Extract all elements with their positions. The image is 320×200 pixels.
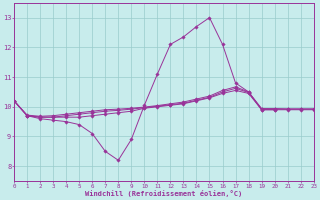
X-axis label: Windchill (Refroidissement éolien,°C): Windchill (Refroidissement éolien,°C) <box>85 190 243 197</box>
